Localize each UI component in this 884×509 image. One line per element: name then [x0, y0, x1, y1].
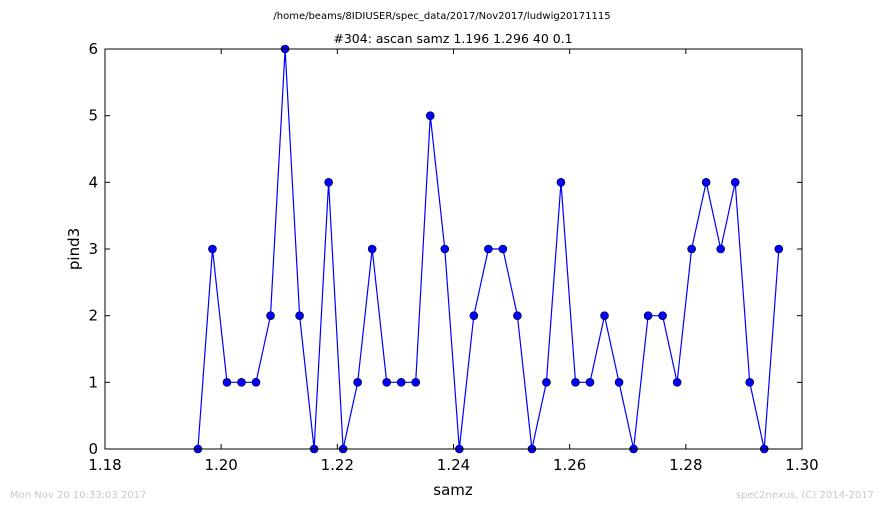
data-point: [396, 378, 406, 387]
y-tick-label: 0: [88, 440, 98, 458]
x-tick-label: 1.20: [204, 456, 237, 474]
data-point: [469, 311, 479, 320]
data-point: [556, 178, 566, 187]
data-point: [600, 311, 609, 320]
y-tick-label: 4: [88, 173, 98, 191]
x-axis-label: samz: [433, 481, 473, 499]
x-tick-label: 1.18: [88, 456, 121, 474]
data-point: [658, 311, 667, 320]
x-tick-label: 1.30: [785, 456, 818, 474]
data-point: [730, 178, 740, 187]
data-point: [498, 244, 508, 254]
data-point: [208, 244, 217, 254]
data-point: [251, 378, 261, 387]
data-point: [295, 311, 304, 320]
y-tick-label: 1: [88, 373, 98, 391]
data-point: [440, 244, 450, 254]
y-tick-label: 2: [88, 307, 98, 325]
data-point: [353, 378, 362, 387]
data-point: [643, 311, 653, 320]
data-point: [411, 378, 421, 387]
x-tick-label: 1.22: [321, 456, 354, 474]
x-tick-label: 1.24: [437, 456, 470, 474]
data-point: [745, 378, 755, 387]
data-point: [237, 378, 246, 387]
x-tick-label: 1.28: [669, 456, 702, 474]
y-tick-label: 6: [88, 40, 98, 58]
data-point: [324, 178, 333, 187]
plot-frame: [104, 48, 803, 450]
footer-timestamp: Mon Nov 20 10:33:03 2017: [10, 490, 146, 501]
data-point: [687, 244, 696, 254]
data-point: [266, 311, 275, 320]
footer-credit: spec2nexus, (C) 2014-2017: [736, 490, 874, 501]
x-tick-label: 1.26: [553, 456, 586, 474]
data-point: [425, 111, 435, 120]
data-point: [484, 244, 493, 254]
file-path-heading: /home/beams/8IDIUSER/spec_data/2017/Nov2…: [273, 11, 610, 22]
chart-title: #304: ascan samz 1.196 1.296 40 0.1: [333, 31, 572, 46]
y-tick-label: 3: [88, 240, 98, 258]
data-point: [774, 244, 784, 254]
data-point: [513, 311, 522, 320]
data-point: [585, 378, 595, 387]
data-point: [542, 378, 551, 387]
data-point: [672, 378, 682, 387]
y-tick-label: 5: [88, 107, 98, 125]
series-layer: [193, 44, 784, 454]
tick-layer: 1.18 1.20 1.22 1.24 1.26 1.28 1.30 0 1 2 3 4 5 6: [88, 40, 818, 474]
data-point: [382, 378, 392, 387]
y-axis-label: pind3: [65, 228, 83, 270]
data-point: [614, 378, 624, 387]
data-point: [367, 244, 377, 254]
data-point: [701, 178, 711, 187]
data-point: [222, 378, 232, 387]
data-point: [716, 244, 725, 254]
data-point: [571, 378, 580, 387]
